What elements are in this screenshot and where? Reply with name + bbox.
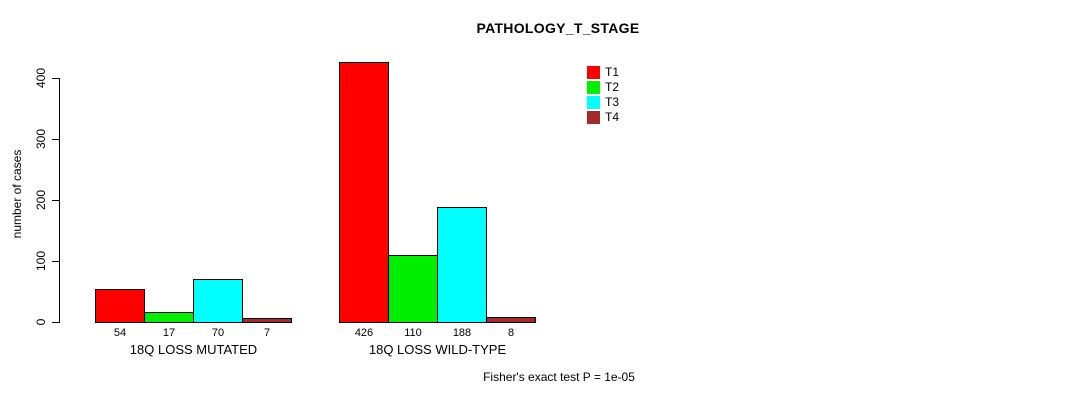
y-tick-label: 200 [34, 189, 48, 211]
legend-item: T4 [587, 110, 619, 125]
y-tick-label: 100 [34, 250, 48, 272]
bar-value-label: 8 [507, 327, 515, 339]
bar-T2 [144, 312, 194, 323]
legend-swatch-T1 [587, 66, 600, 79]
y-tick-mark [52, 322, 60, 323]
y-axis-label: number of cases [10, 149, 24, 239]
category-label: 18Q LOSS WILD-TYPE [368, 342, 507, 357]
bar-value-label: 188 [452, 327, 472, 339]
y-tick-mark [52, 139, 60, 140]
legend-label: T2 [605, 80, 620, 94]
bar-value-label: 426 [354, 327, 374, 339]
legend-item: T2 [587, 80, 619, 95]
legend-swatch-T3 [587, 96, 600, 109]
bar-T1 [95, 289, 145, 323]
legend-swatch-T4 [587, 111, 600, 124]
legend-label: T3 [605, 95, 620, 109]
y-tick-label: 300 [34, 128, 48, 150]
bar-value-label: 17 [162, 327, 176, 339]
bar-value-label: 70 [211, 327, 225, 339]
y-tick-label: 0 [34, 318, 48, 326]
legend-swatch-T2 [587, 81, 600, 94]
bar-value-label: 7 [263, 327, 271, 339]
bar-T3 [437, 207, 487, 323]
legend-item: T3 [587, 95, 619, 110]
bar-T3 [193, 279, 243, 323]
category-label: 18Q LOSS MUTATED [129, 342, 258, 357]
legend-label: T4 [605, 110, 620, 124]
bar-value-label: 54 [113, 327, 127, 339]
bar-T1 [339, 62, 389, 323]
y-tick-label: 400 [34, 67, 48, 89]
bar-T2 [388, 255, 438, 323]
bar-T4 [486, 317, 536, 323]
y-tick-mark [52, 78, 60, 79]
y-tick-mark [52, 200, 60, 201]
legend-label: T1 [605, 65, 620, 79]
legend-item: T1 [587, 65, 619, 80]
legend: T1 T2 T3 T4 [587, 65, 619, 125]
stat-annotation: Fisher's exact test P = 1e-05 [483, 370, 635, 384]
y-tick-mark [52, 261, 60, 262]
bar-value-label: 110 [404, 327, 422, 339]
bar-T4 [242, 318, 292, 323]
chart-title: PATHOLOGY_T_STAGE [476, 20, 640, 36]
